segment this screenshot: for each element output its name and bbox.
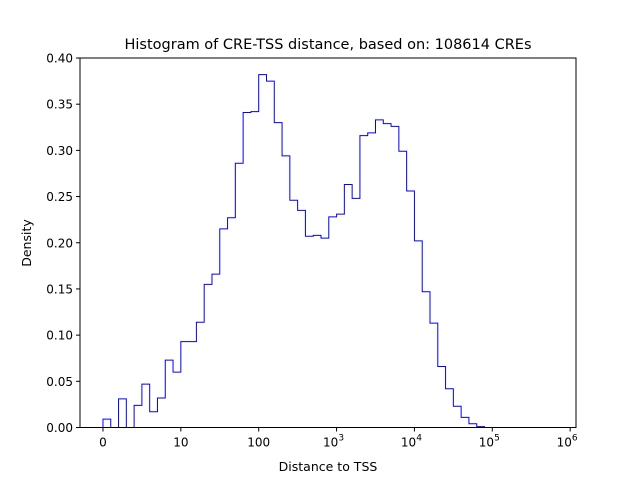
x-tick-label: 10 [173,436,188,450]
x-axis-label: Distance to TSS [279,459,378,474]
x-tick-label: 105 [479,434,500,450]
histogram-step-line [102,74,555,428]
y-tick-label: 0.05 [46,375,73,389]
x-tick-label: 106 [557,434,578,450]
y-axis-ticks: 0.00 0.05 0.10 0.15 0.20 0.25 0.30 0.35 0.40 [46,52,80,435]
chart-title: Histogram of CRE-TSS distance, based on:… [124,37,531,53]
plot-frame [79,57,577,428]
y-axis-label: Density [19,219,34,267]
y-tick-label: 0.40 [46,52,73,66]
x-axis-ticks: 0 10 100 103 104 105 106 [99,427,578,450]
x-tick-label: 100 [247,436,270,450]
x-tick-label: 103 [323,434,344,450]
y-tick-label: 0.15 [46,282,73,296]
y-tick-label: 0.20 [46,236,73,250]
x-tick-label: 0 [99,436,107,450]
y-tick-label: 0.00 [46,421,73,435]
x-tick-label: 104 [401,434,422,450]
y-tick-label: 0.35 [46,98,73,112]
y-tick-label: 0.10 [46,329,73,343]
y-tick-label: 0.25 [46,190,73,204]
y-tick-label: 0.30 [46,144,73,158]
